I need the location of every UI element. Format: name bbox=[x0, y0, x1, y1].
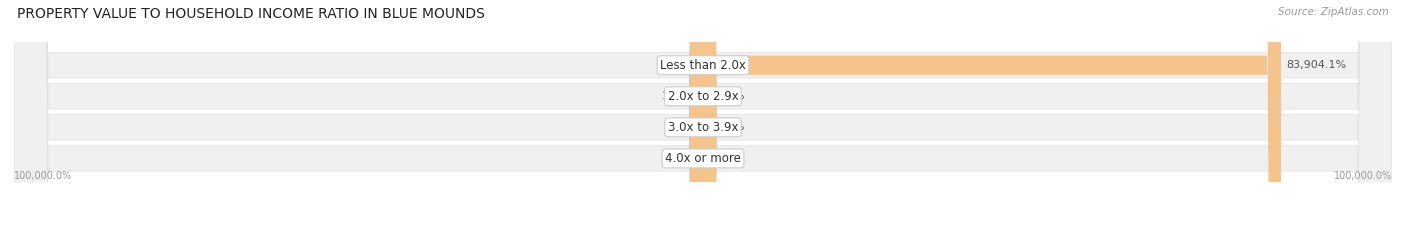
Text: 83,904.1%: 83,904.1% bbox=[1286, 60, 1347, 70]
Text: 16.4%: 16.4% bbox=[709, 154, 744, 163]
Text: Less than 2.0x: Less than 2.0x bbox=[659, 59, 747, 72]
Text: 19.4%: 19.4% bbox=[662, 91, 697, 101]
FancyBboxPatch shape bbox=[689, 0, 717, 233]
FancyBboxPatch shape bbox=[14, 0, 1392, 233]
Text: PROPERTY VALUE TO HOUSEHOLD INCOME RATIO IN BLUE MOUNDS: PROPERTY VALUE TO HOUSEHOLD INCOME RATIO… bbox=[17, 7, 485, 21]
Text: 100,000.0%: 100,000.0% bbox=[1334, 171, 1392, 181]
Text: 34.3%: 34.3% bbox=[709, 122, 744, 132]
FancyBboxPatch shape bbox=[14, 0, 1392, 233]
Text: 2.0x to 2.9x: 2.0x to 2.9x bbox=[668, 90, 738, 103]
FancyBboxPatch shape bbox=[689, 0, 717, 233]
Text: 4.0x or more: 4.0x or more bbox=[665, 152, 741, 165]
FancyBboxPatch shape bbox=[14, 0, 1392, 233]
FancyBboxPatch shape bbox=[689, 0, 717, 233]
FancyBboxPatch shape bbox=[689, 0, 717, 233]
FancyBboxPatch shape bbox=[14, 0, 1392, 233]
Text: Source: ZipAtlas.com: Source: ZipAtlas.com bbox=[1278, 7, 1389, 17]
Text: 2.8%: 2.8% bbox=[669, 122, 697, 132]
FancyBboxPatch shape bbox=[703, 0, 1281, 233]
FancyBboxPatch shape bbox=[689, 0, 717, 233]
Text: 100,000.0%: 100,000.0% bbox=[14, 171, 72, 181]
Text: 19.4%: 19.4% bbox=[662, 154, 697, 163]
FancyBboxPatch shape bbox=[689, 0, 717, 233]
Text: 3.0x to 3.9x: 3.0x to 3.9x bbox=[668, 121, 738, 134]
FancyBboxPatch shape bbox=[689, 0, 717, 233]
Text: 28.1%: 28.1% bbox=[709, 91, 744, 101]
Text: 58.3%: 58.3% bbox=[662, 60, 697, 70]
